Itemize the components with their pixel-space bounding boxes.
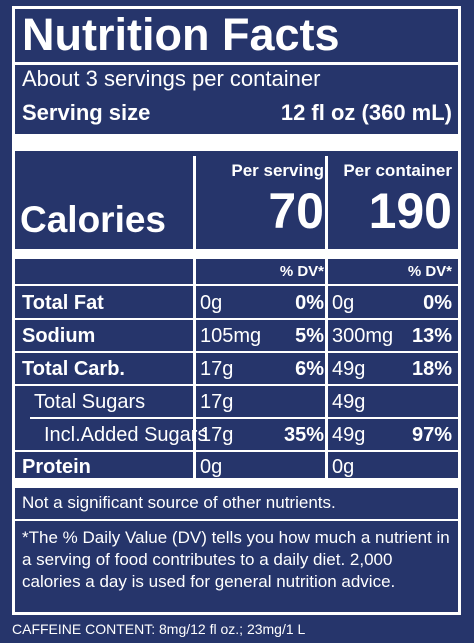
container-amount-total-fat: 0g xyxy=(332,292,355,314)
column-divider-container xyxy=(325,156,328,478)
row-label-total-fat: Total Fat xyxy=(22,292,104,314)
dv-header-container: % DV* xyxy=(407,263,452,280)
row-divider xyxy=(30,417,459,419)
serving-dv-sodium: 5% xyxy=(295,325,324,347)
divider xyxy=(14,62,459,65)
row-divider xyxy=(14,318,459,320)
serving-amount-total-sugars: 17g xyxy=(200,391,234,413)
calories-per-serving: 70 xyxy=(268,183,324,239)
serving-amount-sodium: 105mg xyxy=(200,325,262,347)
serving-size-value: 12 fl oz (360 mL) xyxy=(280,100,452,125)
container-dv-added-sugars: 97% xyxy=(411,424,452,446)
column-divider-serving xyxy=(193,156,196,478)
thick-divider xyxy=(14,478,459,488)
row-label-sodium: Sodium xyxy=(22,325,96,347)
row-label-protein: Protein xyxy=(22,456,91,478)
serving-amount-protein: 0g xyxy=(200,456,223,478)
serving-amount-total-carb: 17g xyxy=(200,358,234,380)
row-divider xyxy=(14,284,459,286)
row-divider xyxy=(14,450,459,452)
dv-header-serving: % DV* xyxy=(279,263,324,280)
row-label-added-sugars: Incl.Added Sugars xyxy=(44,424,208,446)
not-significant-note: Not a significant source of other nutrie… xyxy=(22,493,336,512)
serving-dv-total-carb: 6% xyxy=(295,358,324,380)
calories-label: Calories xyxy=(20,199,167,240)
caffeine-content: CAFFEINE CONTENT: 8mg/12 fl oz.; 23mg/1 … xyxy=(12,621,306,637)
thick-divider xyxy=(14,249,459,259)
serving-amount-added-sugars: 17g xyxy=(200,424,234,446)
serving-size-label: Serving size xyxy=(22,100,151,125)
serving-amount-total-fat: 0g xyxy=(200,292,223,314)
row-label-total-carb: Total Carb. xyxy=(22,358,125,380)
row-divider xyxy=(14,351,459,353)
container-amount-protein: 0g xyxy=(332,456,355,478)
row-divider xyxy=(14,384,459,386)
serving-dv-added-sugars: 35% xyxy=(283,424,324,446)
nutrition-panel xyxy=(12,6,461,615)
container-dv-total-fat: 0% xyxy=(423,292,452,314)
container-amount-sodium: 300mg xyxy=(332,325,394,347)
thick-divider xyxy=(14,134,459,151)
container-dv-total-carb: 18% xyxy=(411,358,452,380)
container-dv-sodium: 13% xyxy=(411,325,452,347)
container-amount-total-sugars: 49g xyxy=(332,391,366,413)
servings-per-container: About 3 servings per container xyxy=(22,66,321,91)
serving-dv-total-fat: 0% xyxy=(295,292,324,314)
panel-title: Nutrition Facts xyxy=(22,9,340,60)
row-label-total-sugars: Total Sugars xyxy=(34,391,146,413)
per-container-header: Per container xyxy=(343,161,452,180)
container-amount-added-sugars: 49g xyxy=(332,424,366,446)
row-divider xyxy=(14,519,459,521)
calories-per-container: 190 xyxy=(368,183,452,239)
per-serving-header: Per serving xyxy=(231,161,324,180)
daily-value-footnote: *The % Daily Value (DV) tells you how mu… xyxy=(22,528,450,591)
container-amount-total-carb: 49g xyxy=(332,358,366,380)
